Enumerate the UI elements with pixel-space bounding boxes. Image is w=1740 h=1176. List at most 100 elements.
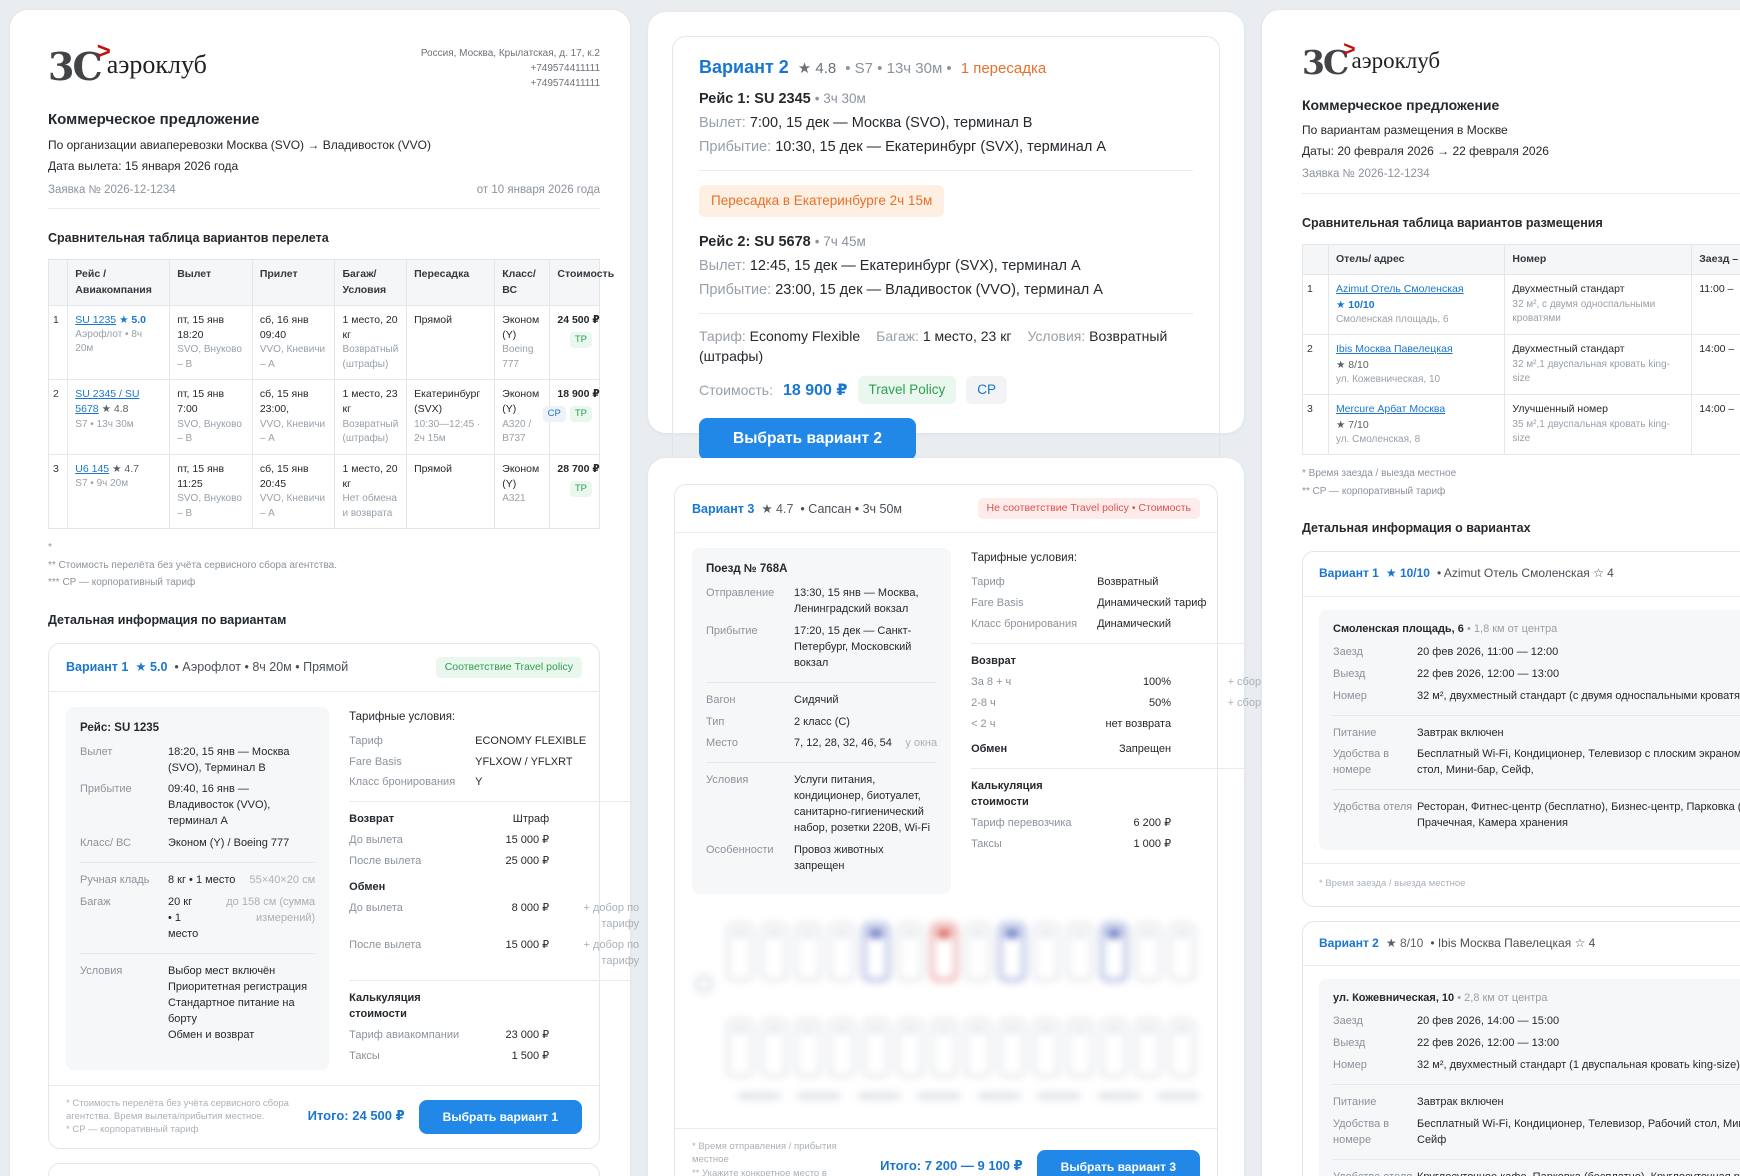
field-value: 7, 12, 28, 32, 46, 54 bbox=[794, 737, 892, 750]
footnote: ** Стоимость перелёта без учёта сервисно… bbox=[48, 559, 337, 571]
variant-title: Вариант 2 bbox=[699, 57, 789, 77]
tariff-info-block: Тарифные условия: Тариф ECONOMY FLEXIBLE … bbox=[349, 707, 640, 1070]
tariff-info-block: Тарифные условия: Тариф Возвратный Fare B… bbox=[971, 548, 1262, 894]
field-value: 13:30, 15 янв — Москва, Ленинградский во… bbox=[794, 586, 919, 615]
field-label: Fare Basis bbox=[349, 755, 402, 768]
cp-badge: CP bbox=[542, 406, 566, 423]
hotel-proposal-panel: 3Ϲ > аэроклуб Коммерческое предложение П… bbox=[1262, 10, 1740, 1176]
field-value: 17:20, 15 дек — Санкт-Петербург, Московс… bbox=[794, 624, 912, 669]
rating: ★ 5.0 bbox=[135, 660, 168, 675]
field-label: Прибытие: bbox=[699, 281, 772, 298]
field-label: Вагон bbox=[706, 693, 736, 706]
total-label: Итого: bbox=[307, 1108, 349, 1124]
hotel-row-3: 3 Mercure Арбат Москва ★ 7/10 ул. Смоленск… bbox=[1302, 394, 1740, 456]
row-number: 3 bbox=[1302, 394, 1329, 456]
col-checkin: Заезд – bbox=[1691, 244, 1740, 276]
footnote: * bbox=[48, 542, 52, 554]
field-value: 09:40, 16 янв — Владивосток (VVO), терми… bbox=[168, 783, 271, 828]
select-variant2-button[interactable]: Выбрать вариант 2 bbox=[699, 417, 916, 460]
amount-note: + сбор bbox=[1227, 675, 1262, 688]
field-label: Выезд bbox=[1333, 667, 1366, 680]
tr-badge: ТР bbox=[569, 480, 592, 497]
amount-note: + добор по тарифу bbox=[583, 939, 640, 967]
hotel-variant1-card: Вариант 1 ★ 10/10 • Azimut Отель Смоленс… bbox=[1302, 551, 1740, 907]
field-value: 20 кг • 1 место bbox=[168, 896, 199, 941]
distance-note: • 1,8 км от центра bbox=[1466, 622, 1558, 635]
field-value: Завтрак включен bbox=[1417, 1095, 1504, 1108]
field-label: Ручная кладь bbox=[80, 874, 150, 887]
airline: S7 • 13ч 30м bbox=[75, 418, 134, 430]
arr-time: сб, 15 янв 20:45 bbox=[259, 462, 309, 490]
col-room: Номер bbox=[1504, 244, 1693, 276]
agency-address: Россия, Москва, Крылатская, д. 17, к.2 bbox=[420, 48, 600, 59]
amount: 8 000 ₽ bbox=[511, 902, 550, 915]
agency-phone: +749574411111 bbox=[530, 63, 600, 74]
hotel-address: Смоленская площадь, 6 bbox=[1333, 622, 1464, 635]
departure-date: Дата вылета: 15 января 2026 года bbox=[48, 159, 239, 174]
logo-wordmark: аэроклуб bbox=[1351, 48, 1441, 73]
field-label: Условия bbox=[706, 774, 749, 787]
field-value: 20 фев 2026, 11:00 — 12:00 bbox=[1417, 645, 1559, 658]
field-label: До вылета bbox=[349, 834, 403, 847]
col-price: Стоимость bbox=[549, 259, 614, 306]
col-baggage: Багаж/ Условия bbox=[334, 259, 408, 306]
variant-meta: • Ibis Москва Павелецкая ☆ 4 bbox=[1430, 935, 1596, 950]
agency-contact: Россия, Москва, Крылатская, д. 17, к.2 +… bbox=[421, 46, 600, 91]
checkin-time: 11:00 – bbox=[1699, 283, 1734, 296]
field-label: Прибытие bbox=[706, 624, 758, 637]
arr-time: сб, 16 янв 09:40 bbox=[259, 313, 309, 341]
variant-title: Вариант 1 bbox=[1319, 566, 1379, 581]
rating: ★ 10/10 bbox=[1335, 298, 1375, 311]
field-label: Удобства в номере bbox=[1333, 748, 1390, 777]
field-label: Условия bbox=[80, 964, 123, 977]
train-number: Поезд № 768А bbox=[706, 563, 788, 576]
flight-link[interactable]: SU 2345 / SU 5678 bbox=[75, 388, 140, 416]
flight-row-2: 2 SU 2345 / SU 5678 ★ 4.8 S7 • 13ч 30м пт… bbox=[47, 379, 600, 455]
hotel-link[interactable]: Ibis Москва Павелецкая bbox=[1335, 343, 1453, 356]
field-label: Особенности bbox=[706, 844, 774, 857]
rating: ★ 7/10 bbox=[1335, 418, 1369, 431]
field-label: Тип bbox=[706, 715, 725, 728]
hotel-link[interactable]: Mercure Арбат Москва bbox=[1335, 403, 1446, 416]
exchange-title: Обмен bbox=[971, 743, 1008, 756]
total-price: Итого: 24 500 ₽ bbox=[308, 1107, 405, 1126]
rating: ★ 4.8 bbox=[797, 60, 837, 77]
variant-meta: • S7 • 13ч 30м • bbox=[845, 60, 952, 77]
airline: S7 • 9ч 20м bbox=[75, 477, 129, 489]
select-variant1-button[interactable]: Выбрать вариант 1 bbox=[418, 1099, 582, 1134]
distance-note: • 2,8 км от центра bbox=[1457, 991, 1548, 1004]
field-value: Бесплатный Wi-Fi, Кондиционер, Телевизор… bbox=[1417, 748, 1740, 777]
hotel-link[interactable]: Azimut Отель Смоленская bbox=[1335, 283, 1464, 296]
field-label: Номер bbox=[1333, 689, 1367, 702]
field-label: Вылет: bbox=[699, 257, 746, 274]
flight-number: Рейс: SU 1235 bbox=[80, 721, 160, 734]
variant-title: Вариант 1 bbox=[66, 660, 129, 675]
variant-meta: • Azimut Отель Смоленская ☆ 4 bbox=[1436, 566, 1614, 581]
document-header: 3Ϲ > аэроклуб Россия, Москва, Крылатская… bbox=[48, 38, 600, 91]
fare-rule: Возвратный (штрафы) bbox=[699, 327, 1168, 365]
arr-time: сб, 15 янв 23:00, bbox=[259, 388, 309, 416]
footnote: ** CP — корпоративный тариф bbox=[1302, 485, 1446, 497]
flight-info-block: Рейс: SU 1235 Вылет 18:20, 15 янв — Москв… bbox=[66, 706, 330, 1070]
travel-policy-badge: Не соответствие Travel policy • Стоимост… bbox=[977, 498, 1200, 520]
dep-airport: SVO, Внуково – В bbox=[177, 344, 242, 370]
arr-airport: VVO, Кневичи – А bbox=[259, 418, 326, 445]
field-label: Таксы bbox=[971, 838, 1002, 851]
col-class: Класс/ ВС bbox=[494, 259, 551, 306]
variant-meta: • Аэрофлот • 8ч 20м • Прямой bbox=[174, 660, 349, 675]
page-title: Коммерческое предложение bbox=[1302, 97, 1500, 114]
tr-badge: ТР bbox=[569, 331, 592, 348]
transfer-note: Пересадка в Екатеринбурге 2ч 15м bbox=[699, 185, 945, 217]
select-variant3-button[interactable]: Выбрать вариант 3 bbox=[1036, 1149, 1200, 1176]
offer-highlight-panel: Вариант 2 ★ 4.8 • S7 • 13ч 30м • 1 перес… bbox=[648, 12, 1244, 481]
col-departure: Вылет bbox=[169, 259, 253, 306]
field-label: Класс/ ВС bbox=[80, 837, 131, 850]
leg2-title: Рейс 2: SU 5678 bbox=[699, 233, 811, 250]
flight-link[interactable]: SU 1235 bbox=[75, 313, 117, 326]
field-value: 22 фев 2026, 12:00 — 13:00 bbox=[1417, 1036, 1560, 1049]
dep-airport: SVO, Внуково – В bbox=[177, 418, 242, 445]
field-value: Услуги питания, кондиционер, биотуалет, … bbox=[794, 774, 931, 835]
total-value: 24 500 ₽ bbox=[352, 1108, 405, 1124]
field-value: YFLXOW / YFLXRT bbox=[475, 755, 573, 768]
flight-link[interactable]: U6 145 bbox=[75, 462, 110, 475]
